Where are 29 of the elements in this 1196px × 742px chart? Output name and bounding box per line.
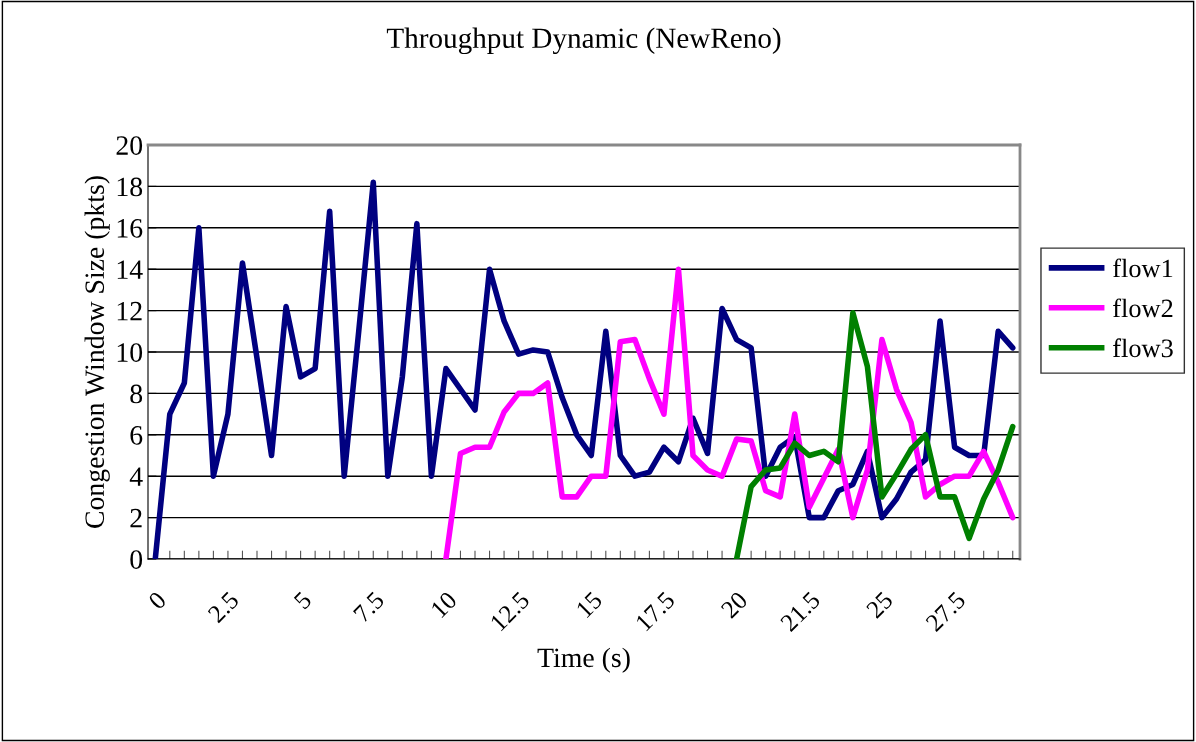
x-tick-label: 0: [147, 590, 168, 611]
y-tick-label: 16: [117, 219, 143, 238]
x-tick-label: 2.5: [207, 590, 240, 624]
chart-title: Throughput Dynamic (NewReno): [386, 27, 781, 55]
y-tick-label: 14: [117, 260, 143, 279]
x-tick-label: 25: [865, 590, 894, 619]
legend-label: flow2: [1113, 298, 1173, 318]
y-tick-label: 20: [116, 136, 143, 155]
y-tick-label: 10: [117, 343, 143, 362]
y-tick-label: 18: [117, 177, 143, 197]
y-tick-label: 0: [130, 550, 143, 569]
legend-label: flow3: [1113, 338, 1173, 358]
x-tick-label: 21.5: [779, 590, 822, 633]
x-tick-label: 27.5: [925, 590, 967, 633]
x-tick-label: 10: [430, 590, 458, 619]
y-tick-label: 6: [130, 426, 143, 445]
x-tick-label: 17.5: [635, 590, 676, 632]
x-tick-label: 20: [720, 590, 749, 619]
y-tick-label: 12: [117, 301, 142, 321]
y-axis-title: Congestion Window Size (pkts): [84, 176, 110, 528]
legend-label: flow1: [1113, 258, 1173, 278]
x-tick-label: 7.5: [353, 590, 386, 624]
x-tick-label: 12.5: [489, 590, 531, 632]
y-tick-label: 2: [130, 508, 142, 528]
y-tick-label: 4: [129, 467, 143, 486]
x-axis-title: Time (s): [537, 647, 630, 673]
x-tick-label: 5: [293, 590, 313, 610]
x-tick-label: 15: [575, 590, 604, 619]
y-tick-label: 8: [130, 384, 143, 404]
